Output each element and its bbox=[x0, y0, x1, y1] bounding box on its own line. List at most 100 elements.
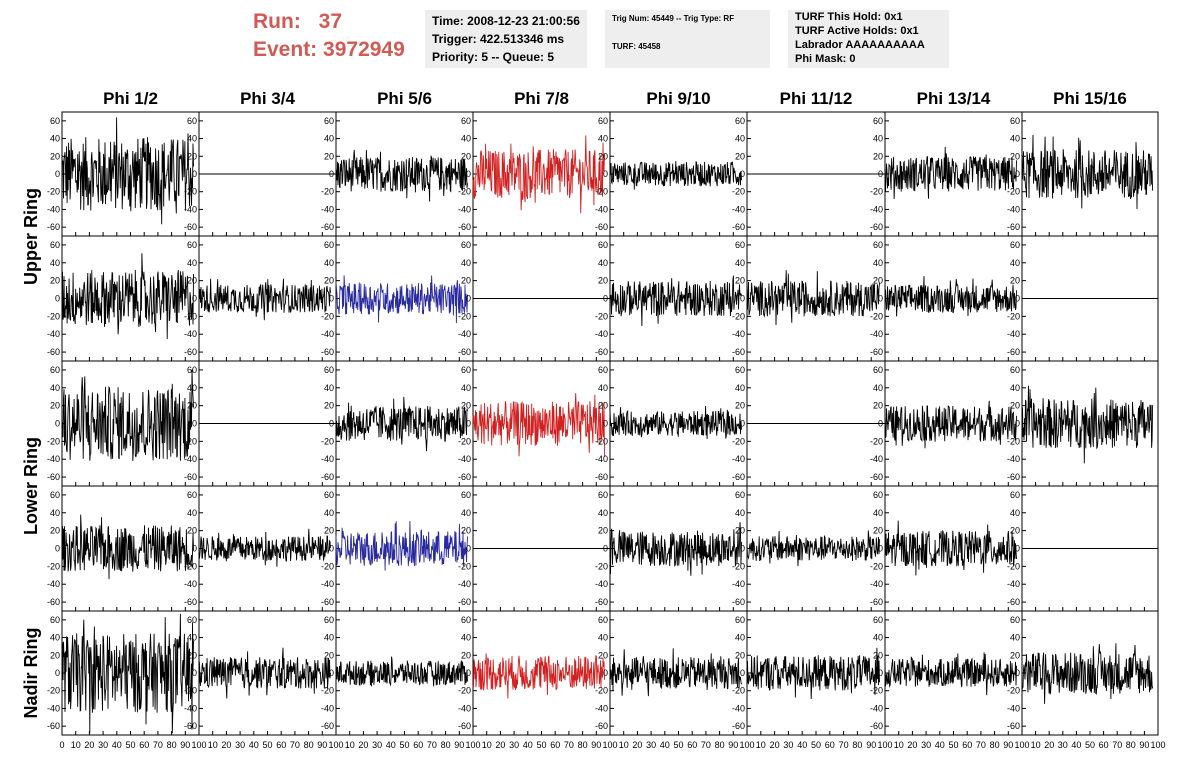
y-tick-label: 40 bbox=[50, 134, 60, 144]
y-tick-label: -40 bbox=[595, 454, 608, 464]
y-tick-label: -40 bbox=[184, 454, 197, 464]
y-tick-label: 40 bbox=[50, 383, 60, 393]
y-tick-label: -40 bbox=[47, 579, 60, 589]
y-tick-label: 20 bbox=[1010, 401, 1020, 411]
y-tick-label: 60 bbox=[873, 365, 883, 375]
y-tick-label: -40 bbox=[595, 703, 608, 713]
y-tick-label: 20 bbox=[187, 650, 197, 660]
x-tick-label: 80 bbox=[990, 740, 1000, 750]
y-tick-label: -20 bbox=[47, 187, 60, 197]
x-tick-label: 30 bbox=[1058, 740, 1068, 750]
y-tick-label: 20 bbox=[461, 401, 471, 411]
x-tick-label: 70 bbox=[427, 740, 437, 750]
y-tick-label: 0 bbox=[466, 544, 471, 554]
waveform-trace bbox=[198, 647, 331, 699]
y-tick-label: -40 bbox=[458, 204, 471, 214]
x-tick-label: 50 bbox=[399, 740, 409, 750]
y-tick-label: -20 bbox=[732, 686, 745, 696]
y-tick-label: -60 bbox=[1007, 472, 1020, 482]
y-tick-label: -40 bbox=[321, 703, 334, 713]
waveform-trace bbox=[884, 400, 1017, 449]
y-tick-label: 40 bbox=[461, 134, 471, 144]
y-tick-label: 20 bbox=[735, 650, 745, 660]
x-tick-label: 90 bbox=[1139, 740, 1149, 750]
y-tick-label: -40 bbox=[321, 454, 334, 464]
x-tick-label: 60 bbox=[1099, 740, 1109, 750]
event-number: 3972949 bbox=[323, 38, 405, 61]
y-tick-label: 0 bbox=[1015, 294, 1020, 304]
y-tick-label: 20 bbox=[50, 526, 60, 536]
column-header: Phi 5/6 bbox=[377, 89, 432, 108]
y-tick-label: -40 bbox=[184, 329, 197, 339]
y-tick-label: 0 bbox=[740, 419, 745, 429]
x-tick-label: 30 bbox=[509, 740, 519, 750]
y-tick-label: 0 bbox=[55, 544, 60, 554]
x-tick-label: 60 bbox=[139, 740, 149, 750]
column-header: Phi 9/10 bbox=[646, 89, 710, 108]
y-tick-label: 0 bbox=[192, 169, 197, 179]
x-tick-label: 60 bbox=[276, 740, 286, 750]
y-tick-label: 0 bbox=[1015, 419, 1020, 429]
y-tick-label: -60 bbox=[321, 721, 334, 731]
y-tick-label: -60 bbox=[870, 472, 883, 482]
y-tick-label: 0 bbox=[603, 294, 608, 304]
y-tick-label: -40 bbox=[184, 204, 197, 214]
y-tick-label: 40 bbox=[873, 383, 883, 393]
y-tick-label: 0 bbox=[740, 668, 745, 678]
y-tick-label: 20 bbox=[598, 401, 608, 411]
x-tick-label: 0 bbox=[59, 740, 64, 750]
y-tick-label: 0 bbox=[329, 668, 334, 678]
x-tick-label: 100 bbox=[1014, 740, 1029, 750]
x-tick-label: 80 bbox=[441, 740, 451, 750]
y-tick-label: -20 bbox=[321, 311, 334, 321]
y-tick-label: -60 bbox=[184, 721, 197, 731]
y-tick-label: -60 bbox=[458, 222, 471, 232]
y-tick-label: 60 bbox=[187, 116, 197, 126]
y-tick-label: -60 bbox=[595, 721, 608, 731]
y-tick-label: 20 bbox=[461, 526, 471, 536]
y-tick-label: 20 bbox=[324, 401, 334, 411]
y-tick-label: 60 bbox=[50, 490, 60, 500]
y-tick-label: 40 bbox=[873, 508, 883, 518]
y-tick-label: -60 bbox=[321, 597, 334, 607]
y-tick-label: 60 bbox=[735, 116, 745, 126]
y-tick-label: -20 bbox=[47, 436, 60, 446]
y-tick-label: -20 bbox=[458, 561, 471, 571]
y-tick-label: 0 bbox=[603, 419, 608, 429]
y-tick-label: -20 bbox=[595, 561, 608, 571]
y-tick-label: 60 bbox=[598, 615, 608, 625]
x-tick-label: 100 bbox=[191, 740, 206, 750]
y-tick-label: 40 bbox=[324, 258, 334, 268]
x-tick-label: 30 bbox=[235, 740, 245, 750]
y-tick-label: -60 bbox=[321, 347, 334, 357]
y-tick-label: -60 bbox=[458, 597, 471, 607]
x-tick-label: 10 bbox=[756, 740, 766, 750]
x-tick-label: 50 bbox=[1085, 740, 1095, 750]
y-tick-label: 20 bbox=[873, 276, 883, 286]
y-tick-label: -40 bbox=[1007, 703, 1020, 713]
y-tick-label: 20 bbox=[598, 151, 608, 161]
y-tick-label: -20 bbox=[321, 436, 334, 446]
y-tick-label: 0 bbox=[329, 169, 334, 179]
y-tick-label: 40 bbox=[598, 134, 608, 144]
y-tick-label: 60 bbox=[461, 240, 471, 250]
y-tick-label: -60 bbox=[732, 472, 745, 482]
y-tick-label: -20 bbox=[870, 311, 883, 321]
x-tick-label: 80 bbox=[1126, 740, 1136, 750]
y-tick-label: -40 bbox=[595, 579, 608, 589]
y-tick-label: 20 bbox=[873, 401, 883, 411]
y-tick-label: -40 bbox=[47, 454, 60, 464]
x-tick-label: 40 bbox=[249, 740, 259, 750]
y-tick-label: -60 bbox=[1007, 347, 1020, 357]
y-tick-label: -60 bbox=[732, 222, 745, 232]
y-tick-label: -40 bbox=[595, 204, 608, 214]
x-tick-label: 10 bbox=[482, 740, 492, 750]
y-tick-label: -20 bbox=[870, 561, 883, 571]
y-tick-label: -40 bbox=[1007, 579, 1020, 589]
y-tick-label: 60 bbox=[1010, 240, 1020, 250]
x-tick-label: 20 bbox=[907, 740, 917, 750]
y-tick-label: 60 bbox=[873, 116, 883, 126]
y-tick-label: 60 bbox=[324, 365, 334, 375]
y-tick-label: 20 bbox=[1010, 151, 1020, 161]
y-tick-label: -40 bbox=[184, 703, 197, 713]
